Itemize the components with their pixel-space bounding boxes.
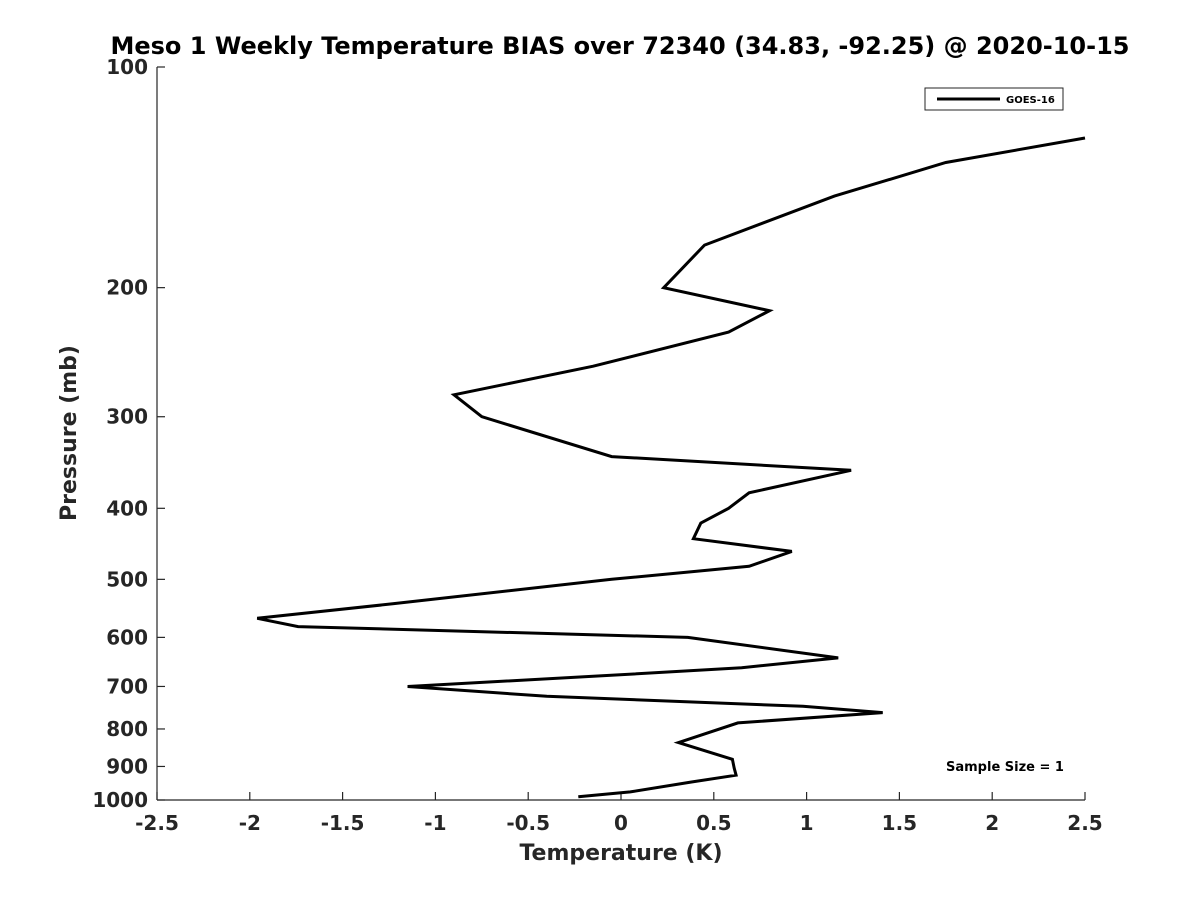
x-tick-label: -0.5	[506, 811, 550, 835]
y-tick-label: 300	[106, 405, 148, 429]
y-tick-label: 600	[106, 625, 148, 649]
y-tick-label: 700	[106, 674, 148, 698]
y-tick-label: 800	[106, 717, 148, 741]
x-tick-label: 1.5	[882, 811, 917, 835]
legend-label-goes16: GOES-16	[1006, 95, 1055, 106]
x-tick-label: -1	[424, 811, 446, 835]
y-tick-label: 200	[106, 276, 148, 300]
x-tick-label: 2	[985, 811, 999, 835]
series-line-goes16	[256, 136, 1086, 799]
chart-title: Meso 1 Weekly Temperature BIAS over 7234…	[110, 32, 1129, 60]
y-tick-label: 400	[106, 496, 148, 520]
series-group	[256, 136, 1086, 799]
x-tick-label: 2.5	[1067, 811, 1102, 835]
sample-size-annotation: Sample Size = 1	[946, 760, 1064, 775]
legend: GOES-16	[924, 87, 1064, 111]
x-axis-label: Temperature (K)	[519, 841, 722, 866]
y-tick-label: 1000	[92, 788, 148, 812]
y-axis-ticks: 100 200 300 400 500 600 700 800 900 1000	[92, 55, 165, 812]
x-tick-label: -2	[239, 811, 261, 835]
x-tick-label: -2.5	[135, 811, 179, 835]
y-tick-label: 500	[106, 567, 148, 591]
y-tick-label: 900	[106, 754, 148, 778]
x-axis-ticks: -2.5 -2 -1.5 -1 -0.5 0 0.5 1 1.5 2 2.5	[135, 792, 1103, 835]
x-tick-label: 1	[800, 811, 814, 835]
x-tick-label: -1.5	[321, 811, 365, 835]
x-tick-label: 0.5	[696, 811, 731, 835]
y-axis-label: Pressure (mb)	[57, 345, 82, 521]
x-tick-label: 0	[614, 811, 628, 835]
y-tick-label: 100	[106, 55, 148, 79]
